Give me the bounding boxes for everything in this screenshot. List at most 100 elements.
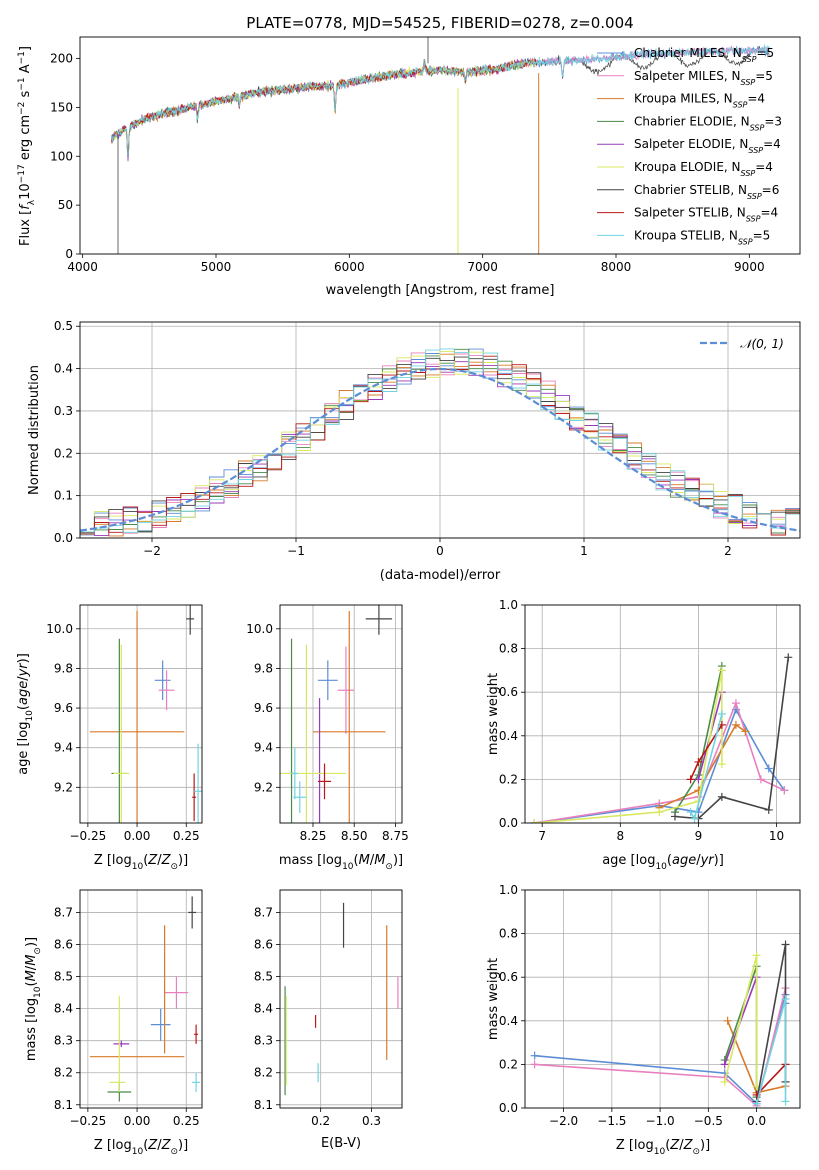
weight-marker (530, 1060, 539, 1069)
x-tick-label: −1 (287, 544, 305, 558)
y-tick-label: 0.0 (499, 816, 518, 830)
y-tick-label: 9.2 (254, 780, 273, 794)
plot-area (89, 605, 202, 823)
grid-lines (280, 890, 402, 1108)
panel-weight-vs-Z: −2.0 −1.5 −1.0 −0.5 0.0 0.0 0.2 0.4 0.6 0.8 1.0 mas… (486, 883, 801, 1157)
x-tick-label: 10 (769, 829, 784, 843)
weight-marker (723, 1016, 732, 1025)
weight-marker (780, 786, 789, 795)
axes-frame (79, 321, 801, 539)
y-tick-label: 8.4 (54, 1002, 73, 1016)
errorbar-point (154, 660, 171, 701)
weight-marker (690, 814, 699, 823)
y-axis-label: Normed distribution (27, 365, 42, 495)
weight-marker (694, 757, 703, 766)
y-tick-label: 8.4 (254, 1002, 273, 1016)
y-tick-label: 1.0 (499, 598, 518, 612)
y-tick-label: 8.5 (254, 970, 273, 984)
x-tick-label: −2.0 (549, 1114, 578, 1128)
weight-marker (756, 775, 765, 784)
figure-title: PLATE=0778, MJD=54525, FIBERID=0278, z=0… (246, 14, 633, 32)
y-tick-label: 0.6 (499, 685, 518, 699)
x-axis-label: wavelength [Angstrom, rest frame] (326, 283, 555, 298)
axes-frame (79, 889, 203, 1109)
x-axis-label: (data-model)/error (380, 568, 501, 583)
legend-entry: Salpeter STELIB, NSSP=4 (634, 206, 778, 224)
weight-marker (720, 1077, 729, 1086)
x-tick-label: 0.2 (311, 1114, 330, 1128)
panel-age-vs-mass: 8.25 8.50 8.75 9.2 9.4 9.6 9.8 10.0 mass [log10(… (246, 604, 409, 872)
errorbar-point (186, 605, 195, 635)
y-tick-label: 0.2 (499, 1057, 518, 1071)
x-tick-label: 9000 (734, 260, 765, 274)
weight-marker (671, 812, 679, 821)
weight-marker (784, 653, 793, 662)
histogram-kroupa-elodie (80, 351, 800, 534)
x-tick-label: 0.00 (124, 1114, 151, 1128)
x-tick-label: 0.0 (747, 1114, 766, 1128)
x-tick-label: −0.25 (69, 1114, 106, 1128)
y-tick-label: 9.2 (54, 780, 73, 794)
errorbar-point (317, 660, 338, 701)
weight-marker (717, 760, 726, 769)
spectrum-line-kroupa-stelib (110, 44, 770, 156)
weight-marker (764, 764, 773, 773)
weight-marker (717, 666, 726, 675)
y-tick-label: 9.6 (254, 701, 273, 715)
y-tick-label: 1.0 (499, 883, 518, 897)
y-tick-label: 0.8 (499, 927, 518, 941)
weight-marker (752, 1099, 761, 1108)
x-tick-label: 9 (695, 829, 703, 843)
y-tick-label: 0.2 (54, 446, 73, 460)
y-tick-label: 8.3 (54, 1034, 73, 1048)
y-tick-label: 9.4 (54, 741, 73, 755)
grid-lines (280, 605, 402, 823)
histogram-chabrier-stelib (80, 356, 800, 534)
legend-entry: Chabrier MILES, NSSP=5 (634, 46, 774, 64)
plot-area (89, 896, 201, 1102)
y-tick-label: 50 (58, 198, 73, 212)
y-tick-label: 9.8 (54, 661, 73, 675)
y-tick-label: 8.6 (254, 938, 273, 952)
weight-marker (686, 808, 695, 817)
y-tick-label: 200 (50, 52, 73, 66)
weight-marker (781, 995, 790, 1003)
weight-line-salpeter-stelib (756, 1063, 787, 1096)
x-tick-label: 0.3 (362, 1114, 381, 1128)
y-tick-label: 0.4 (499, 729, 518, 743)
weight-line-kroupa-miles (659, 723, 746, 809)
x-axis-label: E(B-V) (321, 1136, 361, 1151)
errorbar-point (194, 1024, 199, 1044)
legend-entry: Chabrier ELODIE, NSSP=3 (634, 114, 782, 131)
errorbar-point (158, 670, 175, 711)
x-tick-label: −0.25 (69, 829, 106, 843)
weight-marker (720, 1060, 729, 1069)
errorbar-point (113, 644, 130, 823)
weight-marker (731, 699, 740, 708)
errorbar-point (312, 610, 386, 823)
y-tick-label: 8.7 (254, 905, 273, 919)
x-tick-label: 8.50 (341, 829, 368, 843)
y-tick-label: 10.0 (46, 622, 73, 636)
weight-marker (731, 720, 740, 729)
panel-age-vs-Z: −0.25 0.00 0.25 9.2 9.4 9.6 9.8 10.0 Z [log10(Z/… (16, 604, 203, 872)
y-tick-label: 8.1 (254, 1098, 273, 1112)
axes-frame (79, 604, 203, 824)
plot-area (280, 605, 393, 823)
x-tick-label: 0 (436, 544, 444, 558)
weight-marker (694, 775, 703, 784)
weight-marker (764, 805, 773, 814)
errorbar-point (365, 605, 393, 635)
x-tick-label: −2 (143, 544, 161, 558)
x-axis-label: mass [log10(M/M⊙)] (279, 853, 403, 872)
errorbar-point (192, 773, 197, 822)
legend-entry: 𝒩(0, 1) (740, 337, 784, 351)
y-tick-label: 0 (65, 247, 73, 261)
weight-line-salpeter-miles (534, 700, 785, 823)
y-tick-label: 0.4 (499, 1014, 518, 1028)
x-tick-label: 0.25 (173, 829, 200, 843)
panel-weight-vs-age: 7 8 9 10 0.0 0.2 0.4 0.6 0.8 1.0 mass weight age [l… (486, 598, 801, 872)
weight-marker (530, 819, 539, 823)
legend-entry: Chabrier STELIB, NSSP=6 (634, 183, 779, 201)
x-axis-label: age [log10(age/yr)] (602, 853, 724, 872)
